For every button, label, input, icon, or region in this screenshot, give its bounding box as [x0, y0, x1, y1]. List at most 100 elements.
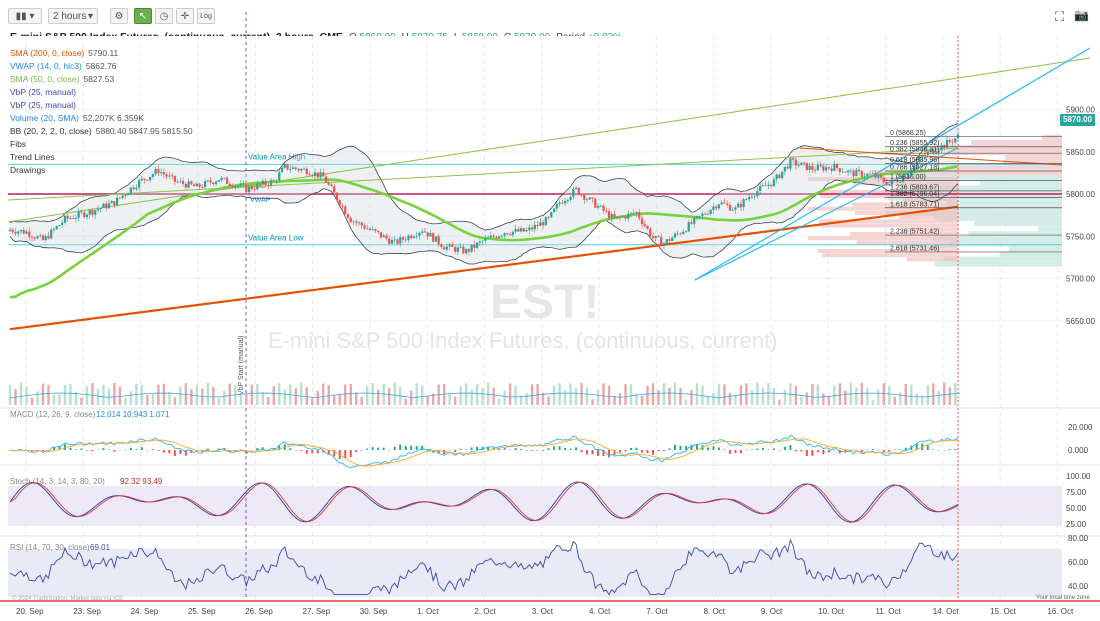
macd-hist-bar — [146, 450, 149, 451]
macd-hist-bar — [498, 448, 501, 450]
fullscreen-icon[interactable]: ⛶ — [1055, 9, 1065, 24]
rsi-value: 69.01 — [90, 543, 111, 552]
candle-body — [388, 238, 391, 244]
candle-body — [28, 231, 31, 237]
candle-body — [814, 169, 817, 171]
candle-body — [176, 181, 179, 183]
vbp-bar — [933, 144, 1062, 150]
macd-hist-bar — [47, 450, 50, 451]
candle-body — [311, 175, 314, 177]
camera-icon[interactable]: 📷 — [1074, 8, 1089, 22]
clock-icon[interactable]: ◷ — [155, 8, 173, 24]
candle-body — [74, 217, 78, 219]
legend-item[interactable]: BB (20, 2, 2, 0, close) 5880.40 5847.95 5… — [10, 125, 193, 138]
vbp-bar — [808, 236, 958, 241]
vbp-bar — [933, 236, 1062, 242]
volume-bar — [800, 396, 803, 405]
legend-item[interactable]: SMA (200, 0, close) 5790.11 — [10, 47, 193, 60]
candle-body — [195, 183, 198, 187]
candle-body — [44, 235, 47, 241]
volume-bar — [629, 384, 633, 405]
candle-body — [819, 165, 822, 167]
candle-body — [506, 233, 509, 235]
legend-item[interactable]: VbP (25, manual) — [10, 99, 193, 112]
macd-hist-bar — [827, 450, 830, 453]
macd-hist-bar — [360, 450, 363, 451]
volume-bar — [19, 383, 23, 405]
volume-bar — [662, 383, 666, 405]
volume-bar — [245, 393, 248, 405]
vbp-bar — [1008, 246, 1062, 252]
candle-body — [918, 156, 921, 162]
volume-bar — [91, 383, 94, 405]
price-tick-label: 5700.00 — [1066, 275, 1095, 284]
candle-body — [256, 183, 259, 190]
candle-body — [882, 177, 885, 183]
candle-body — [657, 235, 660, 237]
trend-line — [7, 57, 1091, 223]
cursor-icon[interactable]: ↖ — [134, 8, 152, 24]
log-scale-button[interactable]: Log — [197, 8, 215, 24]
legend-item[interactable]: VbP (25, manual) — [10, 86, 193, 99]
candle-body — [800, 162, 803, 165]
macd-hist-bar — [404, 445, 407, 450]
candle-body — [566, 199, 569, 202]
date-tick-label: 26. Sep — [245, 607, 273, 616]
candle-body — [39, 235, 42, 237]
date-tick-label: 7. Oct — [646, 607, 668, 616]
volume-bar — [168, 391, 171, 405]
legend-item[interactable]: Trend Lines — [10, 151, 193, 164]
bollinger-fill — [10, 122, 958, 265]
candlestick-icon[interactable]: ▮▮ ▾ — [8, 8, 42, 24]
volume-bar — [497, 398, 501, 405]
candle-body — [481, 240, 484, 242]
legend-item[interactable]: SMA (50, 0, close) 5827.53 — [10, 73, 193, 86]
legend-label: SMA (200, 0, close) — [10, 48, 85, 58]
candle-body — [302, 168, 306, 170]
crosshair-icon[interactable]: ✛ — [176, 8, 194, 24]
volume-bar — [937, 390, 940, 405]
volume-bar — [866, 388, 869, 405]
macd-hist-bar — [74, 449, 77, 450]
stoch-k-line — [9, 481, 959, 523]
vbp-bar — [941, 205, 1062, 211]
gear-icon[interactable]: ⚙ — [110, 8, 128, 24]
legend-item[interactable]: Volume (20, SMA) 52.207K 6.359K — [10, 112, 193, 125]
macd-hist-bar — [871, 449, 874, 450]
candle-body — [239, 183, 242, 186]
volume-bar — [926, 385, 929, 405]
volume-bar — [591, 399, 594, 405]
candle-body — [168, 175, 171, 177]
price-tick-label: 5800.00 — [1066, 190, 1095, 199]
candle-body — [519, 228, 523, 232]
vbp-bar — [999, 251, 1062, 257]
volume-bar — [904, 383, 907, 405]
legend-item[interactable]: Fibs — [10, 138, 193, 151]
volume-bar — [635, 392, 638, 405]
vbp-bar — [912, 175, 1062, 181]
macd-hist-bar — [151, 449, 154, 450]
candle-body — [561, 202, 564, 204]
volume-bar — [453, 396, 457, 405]
candle-body — [605, 210, 608, 212]
legend-item[interactable]: VWAP (14, 0, hlc3) 5862.76 — [10, 60, 193, 73]
candle-body — [448, 244, 451, 247]
candle-body — [91, 209, 94, 215]
macd-hist-bar — [619, 450, 622, 453]
volume-bar — [778, 399, 781, 405]
candle-body — [182, 180, 185, 184]
macd-hist-bar — [487, 446, 490, 450]
legend-item[interactable]: Drawings — [10, 164, 193, 177]
vwap-label: VWAP — [250, 197, 271, 204]
candle-body — [253, 189, 256, 190]
volume-bar — [734, 395, 737, 405]
candle-body — [632, 212, 635, 214]
volume-bar — [668, 387, 671, 405]
candle-body — [355, 221, 358, 223]
volume-bar — [388, 388, 391, 405]
macd-hist-bar — [844, 450, 847, 453]
interval-select[interactable]: 2 hours ▾ — [48, 8, 98, 24]
volume-bar — [607, 385, 611, 405]
volume-bar — [162, 383, 166, 405]
